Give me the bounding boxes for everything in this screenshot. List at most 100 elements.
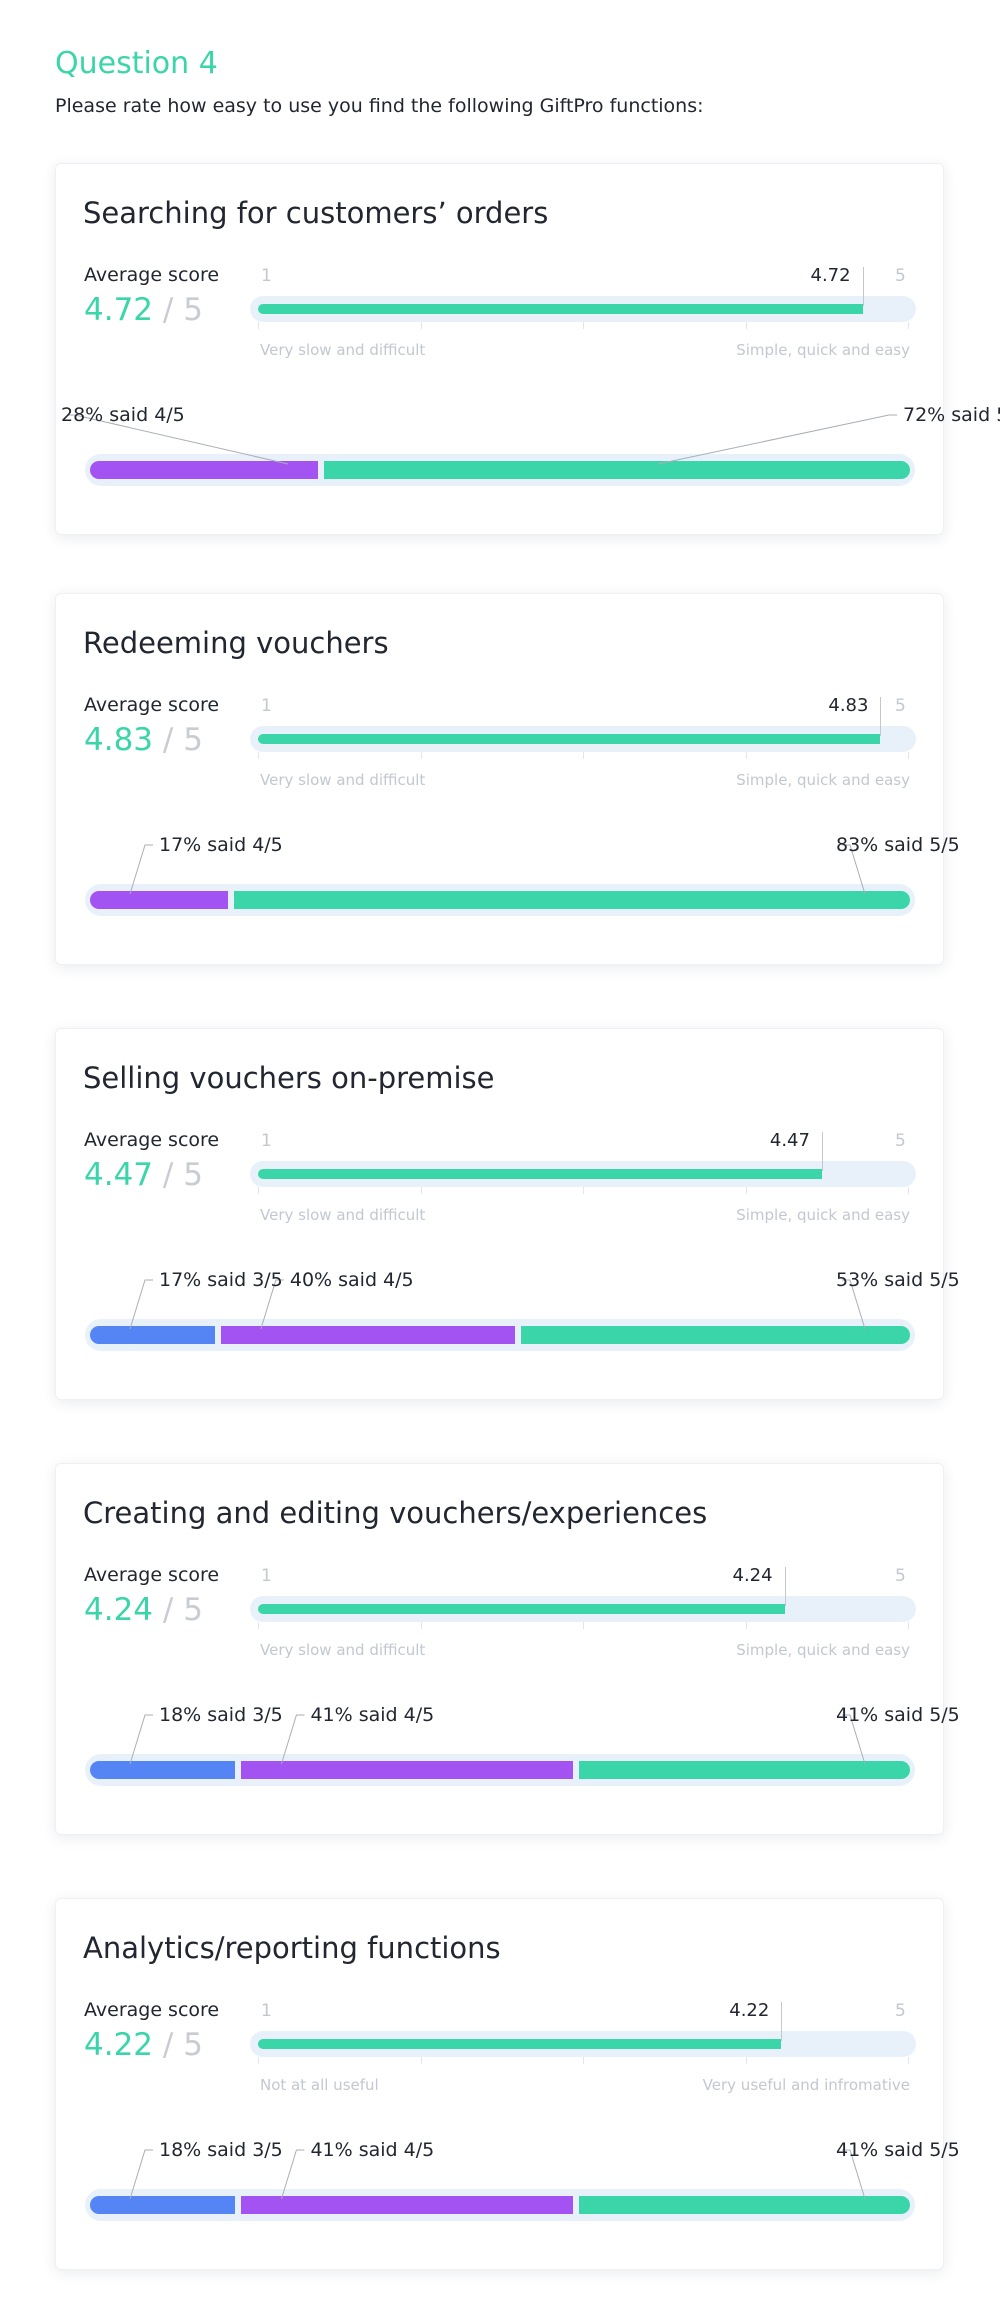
score-track: 4.47 1 5 Very slow and difficult Simple, qui… xyxy=(250,1130,916,1224)
distribution-segment-5 xyxy=(578,2196,910,2214)
score-marker-value: 4.47 xyxy=(769,1130,810,1151)
scale-tick xyxy=(583,1622,584,1629)
card-title: Redeeming vouchers xyxy=(83,626,389,660)
scale-tick xyxy=(258,752,259,759)
score-marker-value: 4.83 xyxy=(828,695,869,716)
scale-low-label: Very slow and difficult xyxy=(260,1206,426,1224)
distribution-segment-4 xyxy=(241,2196,573,2214)
average-score-denominator: / 5 xyxy=(162,722,203,758)
distribution-label: 28% said 4/5 xyxy=(61,404,185,426)
score-marker-line xyxy=(781,2002,783,2041)
distribution-segment-3 xyxy=(90,1761,236,1779)
scale-tick xyxy=(745,1187,747,1194)
distribution-segment-4 xyxy=(90,461,318,479)
scale-max-label: 5 xyxy=(895,2001,906,2021)
scale-min-label: 1 xyxy=(261,2001,272,2021)
scale-min-label: 1 xyxy=(261,696,272,716)
scale-tick xyxy=(583,752,584,759)
scale-low-label: Very slow and difficult xyxy=(260,771,426,789)
scale-low-label: Not at all useful xyxy=(260,2076,379,2094)
scale-tick xyxy=(420,2057,422,2064)
scale-tick xyxy=(583,322,584,329)
scale-tick xyxy=(745,322,747,329)
average-score-value: 4.24 xyxy=(84,1592,154,1628)
scale-tick xyxy=(745,2057,747,2064)
average-score-label: Average score xyxy=(84,264,220,286)
question-title: Question 4 xyxy=(55,46,218,81)
average-score-value: 4.83 xyxy=(84,722,154,758)
average-score-denominator: / 5 xyxy=(162,292,203,328)
scale-tick xyxy=(420,1187,422,1194)
scale-tick xyxy=(583,2057,584,2064)
scale-max-label: 5 xyxy=(895,266,906,286)
score-track: 4.24 1 5 Very slow and difficult Simple, qui… xyxy=(250,1565,916,1659)
scale-min-label: 1 xyxy=(261,1566,272,1586)
scale-low-label: Very slow and difficult xyxy=(260,1641,426,1659)
scale-max-label: 5 xyxy=(895,1566,906,1586)
score-fill-bar xyxy=(258,2039,782,2049)
distribution-label: 83% said 5/5 xyxy=(836,834,960,856)
rating-card: Creating and editing vouchers/experience… xyxy=(55,1463,960,1835)
card-title: Creating and editing vouchers/experience… xyxy=(83,1496,708,1530)
distribution-bar xyxy=(85,454,915,486)
score-track: 4.22 1 5 Not at all useful Very useful and i… xyxy=(250,2000,916,2094)
scale-tick xyxy=(583,1187,584,1194)
average-score-value: 4.22 xyxy=(84,2027,154,2063)
distribution-label: 18% said 3/5 xyxy=(159,2139,283,2161)
average-score-label: Average score xyxy=(84,694,220,716)
distribution-label: 72% said 5/5 xyxy=(903,404,1000,426)
score-fill-bar xyxy=(258,1169,822,1179)
rating-card: Selling vouchers on-premise Average score… xyxy=(55,1028,960,1400)
score-marker-line xyxy=(784,1567,786,1606)
scale-high-label: Simple, quick and easy xyxy=(736,1206,910,1224)
scale-tick xyxy=(258,1622,259,1629)
average-score-value: 4.72 xyxy=(84,292,154,328)
scale-max-label: 5 xyxy=(895,696,906,716)
scale-tick xyxy=(258,1187,259,1194)
distribution-segment-5 xyxy=(578,1761,910,1779)
score-fill-bar xyxy=(258,734,881,744)
score-fill-bar xyxy=(258,304,863,314)
distribution-bar xyxy=(85,884,915,916)
score-marker-value: 4.72 xyxy=(810,265,851,286)
scale-high-label: Simple, quick and easy xyxy=(736,341,910,359)
scale-high-label: Very useful and infromative xyxy=(702,2076,910,2094)
average-score: 4.22 / 5 xyxy=(84,2027,203,2063)
scale-tick xyxy=(745,1622,747,1629)
rating-card: Searching for customers’ orders Average s… xyxy=(55,163,1000,535)
average-score-value: 4.47 xyxy=(84,1157,154,1193)
scale-tick xyxy=(908,752,909,759)
scale-tick xyxy=(420,322,422,329)
distribution-bar xyxy=(85,2189,915,2221)
score-fill-bar xyxy=(258,1604,785,1614)
distribution-segment-4 xyxy=(241,1761,573,1779)
scale-tick xyxy=(908,322,909,329)
distribution-label: 41% said 4/5 xyxy=(310,2139,435,2161)
scale-tick xyxy=(908,1622,909,1629)
score-marker-line xyxy=(880,697,882,736)
scale-tick xyxy=(908,1187,909,1194)
score-marker-value: 4.24 xyxy=(732,1565,773,1586)
average-score-label: Average score xyxy=(84,1129,220,1151)
score-marker-value: 4.22 xyxy=(729,2000,770,2021)
scale-max-label: 5 xyxy=(895,1131,906,1151)
score-track: 4.72 1 5 Very slow and difficult Simple, qui… xyxy=(250,265,916,359)
distribution-segment-4 xyxy=(220,1326,515,1344)
distribution-label: 40% said 4/5 xyxy=(289,1269,414,1291)
card-title: Analytics/reporting functions xyxy=(83,1931,501,1965)
average-score-denominator: / 5 xyxy=(162,1592,203,1628)
distribution-segment-3 xyxy=(90,1326,215,1344)
average-score: 4.72 / 5 xyxy=(84,292,203,328)
scale-tick xyxy=(258,2057,259,2064)
scale-tick xyxy=(420,1622,422,1629)
average-score: 4.47 / 5 xyxy=(84,1157,203,1193)
score-marker-line xyxy=(821,1132,823,1171)
average-score-label: Average score xyxy=(84,1999,220,2021)
distribution-label: 41% said 5/5 xyxy=(836,1704,960,1726)
scale-tick xyxy=(908,2057,909,2064)
distribution-segment-5 xyxy=(520,1326,910,1344)
average-score-denominator: / 5 xyxy=(162,2027,203,2063)
distribution-segment-4 xyxy=(90,891,229,909)
score-track: 4.83 1 5 Very slow and difficult Simple, qui… xyxy=(250,695,916,789)
